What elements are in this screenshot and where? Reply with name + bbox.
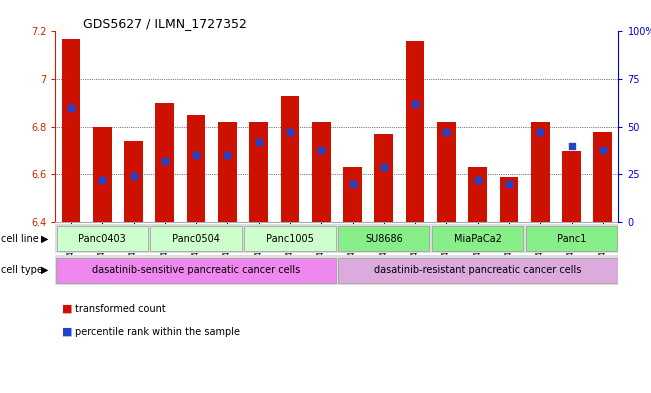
Bar [56, 258, 337, 283]
Bar [244, 226, 336, 251]
Bar [468, 167, 487, 222]
Bar [499, 177, 518, 222]
Point [66, 105, 76, 111]
Text: cell type: cell type [1, 265, 42, 275]
Point [566, 143, 577, 149]
Bar [124, 141, 143, 222]
Text: dasatinib-sensitive pancreatic cancer cells: dasatinib-sensitive pancreatic cancer ce… [92, 265, 300, 275]
Point [284, 129, 295, 136]
Bar [93, 127, 111, 222]
Bar [62, 39, 80, 222]
Text: MiaPaCa2: MiaPaCa2 [454, 234, 502, 244]
Point [598, 147, 608, 153]
Bar [406, 41, 424, 222]
Bar [281, 96, 299, 222]
Point [535, 129, 546, 136]
Bar [57, 226, 148, 251]
Text: ▶: ▶ [40, 265, 48, 275]
Bar [562, 151, 581, 222]
Bar [338, 226, 430, 251]
Bar [218, 122, 237, 222]
Point [191, 152, 201, 158]
Point [441, 129, 452, 136]
Bar [437, 122, 456, 222]
Bar [432, 226, 523, 251]
Bar [249, 122, 268, 222]
Point [379, 163, 389, 170]
Point [222, 152, 232, 158]
Bar [526, 226, 617, 251]
Bar [312, 122, 331, 222]
Text: Panc0403: Panc0403 [78, 234, 126, 244]
Text: dasatinib-resistant pancreatic cancer cells: dasatinib-resistant pancreatic cancer ce… [374, 265, 581, 275]
Point [348, 181, 358, 187]
Point [97, 177, 107, 183]
Text: Panc1005: Panc1005 [266, 234, 314, 244]
Text: percentile rank within the sample: percentile rank within the sample [75, 327, 240, 337]
Text: Panc0504: Panc0504 [172, 234, 220, 244]
Bar [343, 167, 362, 222]
Bar [156, 103, 174, 222]
Text: ▶: ▶ [40, 234, 48, 244]
Text: ■: ■ [62, 327, 72, 337]
Point [473, 177, 483, 183]
Text: ■: ■ [62, 303, 72, 314]
Text: Panc1: Panc1 [557, 234, 586, 244]
Bar [150, 226, 242, 251]
Bar [374, 134, 393, 222]
Text: GDS5627 / ILMN_1727352: GDS5627 / ILMN_1727352 [83, 17, 247, 30]
Point [410, 101, 421, 107]
Bar [594, 132, 612, 222]
Bar [531, 122, 549, 222]
Point [504, 181, 514, 187]
Text: transformed count: transformed count [75, 303, 165, 314]
Text: SU8686: SU8686 [365, 234, 403, 244]
Point [159, 158, 170, 164]
Bar [337, 258, 618, 283]
Bar [187, 115, 206, 222]
Point [253, 139, 264, 145]
Point [316, 147, 326, 153]
Text: cell line: cell line [1, 234, 38, 244]
Point [128, 173, 139, 180]
